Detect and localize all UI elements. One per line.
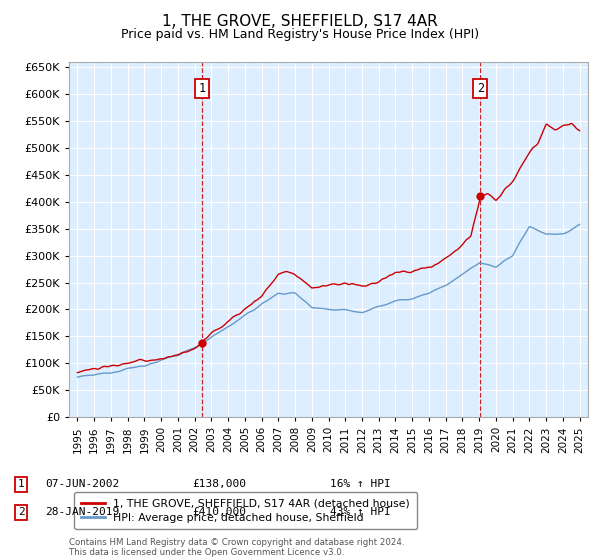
Legend: 1, THE GROVE, SHEFFIELD, S17 4AR (detached house), HPI: Average price, detached : 1, THE GROVE, SHEFFIELD, S17 4AR (detach… (74, 492, 416, 529)
Text: 1, THE GROVE, SHEFFIELD, S17 4AR: 1, THE GROVE, SHEFFIELD, S17 4AR (162, 14, 438, 29)
Text: Price paid vs. HM Land Registry's House Price Index (HPI): Price paid vs. HM Land Registry's House … (121, 28, 479, 41)
Text: 2: 2 (477, 82, 484, 95)
Text: £138,000: £138,000 (192, 479, 246, 489)
Text: 43% ↑ HPI: 43% ↑ HPI (330, 507, 391, 517)
Text: 16% ↑ HPI: 16% ↑ HPI (330, 479, 391, 489)
Text: 1: 1 (199, 82, 205, 95)
Text: 1: 1 (17, 479, 25, 489)
Text: 2: 2 (17, 507, 25, 517)
Text: 07-JUN-2002: 07-JUN-2002 (45, 479, 119, 489)
Text: £410,000: £410,000 (192, 507, 246, 517)
Text: Contains HM Land Registry data © Crown copyright and database right 2024.
This d: Contains HM Land Registry data © Crown c… (69, 538, 404, 557)
Text: 28-JAN-2019: 28-JAN-2019 (45, 507, 119, 517)
